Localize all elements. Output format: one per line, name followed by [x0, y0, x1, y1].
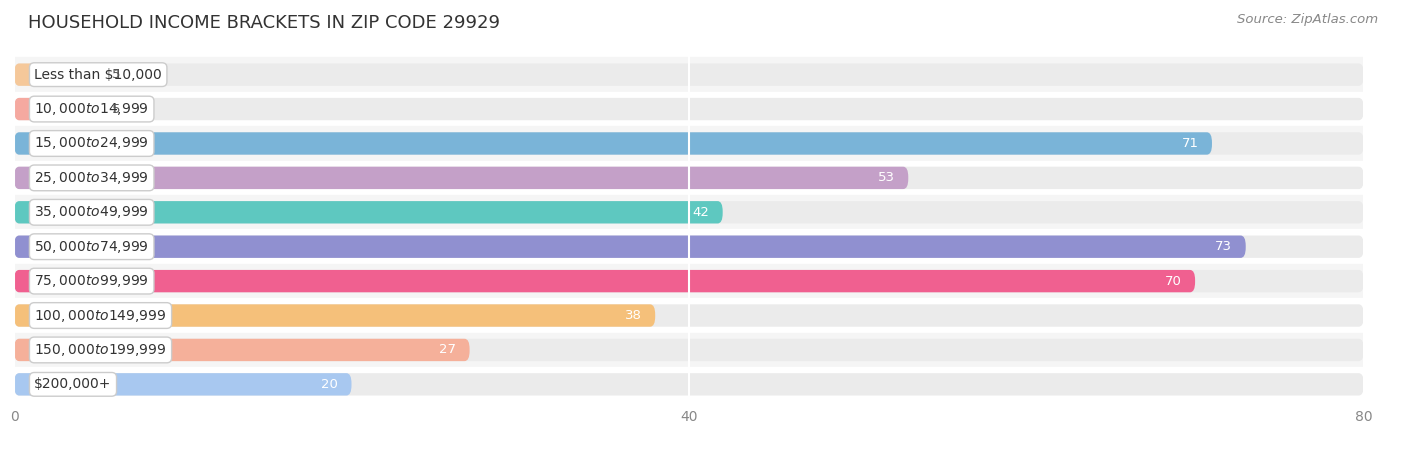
FancyBboxPatch shape — [14, 201, 1364, 224]
Text: Source: ZipAtlas.com: Source: ZipAtlas.com — [1237, 14, 1378, 27]
Bar — [14, 126, 1364, 161]
FancyBboxPatch shape — [14, 339, 1364, 361]
Bar — [14, 92, 1364, 126]
FancyBboxPatch shape — [14, 63, 1364, 86]
FancyBboxPatch shape — [14, 235, 1364, 258]
Text: 27: 27 — [439, 343, 456, 356]
Text: 53: 53 — [877, 171, 894, 184]
FancyBboxPatch shape — [14, 373, 1364, 396]
Text: 5: 5 — [112, 68, 121, 81]
Text: HOUSEHOLD INCOME BRACKETS IN ZIP CODE 29929: HOUSEHOLD INCOME BRACKETS IN ZIP CODE 29… — [28, 14, 501, 32]
Bar — [14, 367, 1364, 401]
FancyBboxPatch shape — [14, 63, 98, 86]
Text: $50,000 to $74,999: $50,000 to $74,999 — [34, 238, 149, 255]
Text: Less than $10,000: Less than $10,000 — [34, 68, 162, 81]
Text: 20: 20 — [321, 378, 337, 391]
Bar — [14, 161, 1364, 195]
Text: $75,000 to $99,999: $75,000 to $99,999 — [34, 273, 149, 289]
Text: 73: 73 — [1215, 240, 1232, 253]
FancyBboxPatch shape — [14, 304, 655, 327]
Text: $150,000 to $199,999: $150,000 to $199,999 — [34, 342, 167, 358]
Bar — [14, 58, 1364, 92]
FancyBboxPatch shape — [14, 98, 1364, 120]
FancyBboxPatch shape — [14, 373, 352, 396]
Bar — [14, 298, 1364, 333]
Text: $25,000 to $34,999: $25,000 to $34,999 — [34, 170, 149, 186]
FancyBboxPatch shape — [14, 166, 1364, 189]
Text: $200,000+: $200,000+ — [34, 378, 111, 392]
FancyBboxPatch shape — [14, 235, 1246, 258]
FancyBboxPatch shape — [14, 132, 1364, 155]
Text: $15,000 to $24,999: $15,000 to $24,999 — [34, 135, 149, 152]
FancyBboxPatch shape — [14, 98, 98, 120]
FancyBboxPatch shape — [14, 201, 723, 224]
Text: 5: 5 — [112, 103, 121, 116]
Bar — [14, 195, 1364, 230]
FancyBboxPatch shape — [14, 270, 1364, 292]
Text: $100,000 to $149,999: $100,000 to $149,999 — [34, 307, 167, 324]
Text: 71: 71 — [1181, 137, 1198, 150]
Text: 42: 42 — [692, 206, 709, 219]
Bar — [14, 264, 1364, 298]
Bar — [14, 230, 1364, 264]
FancyBboxPatch shape — [14, 339, 470, 361]
Bar — [14, 333, 1364, 367]
Text: 70: 70 — [1164, 274, 1181, 288]
Text: $10,000 to $14,999: $10,000 to $14,999 — [34, 101, 149, 117]
FancyBboxPatch shape — [14, 270, 1195, 292]
FancyBboxPatch shape — [14, 166, 908, 189]
Text: 38: 38 — [624, 309, 641, 322]
FancyBboxPatch shape — [14, 132, 1212, 155]
FancyBboxPatch shape — [14, 304, 1364, 327]
Text: $35,000 to $49,999: $35,000 to $49,999 — [34, 204, 149, 220]
